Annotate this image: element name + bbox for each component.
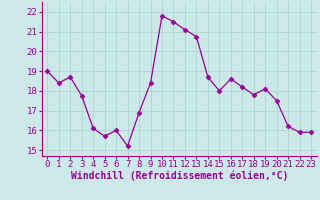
X-axis label: Windchill (Refroidissement éolien,°C): Windchill (Refroidissement éolien,°C) — [70, 171, 288, 181]
